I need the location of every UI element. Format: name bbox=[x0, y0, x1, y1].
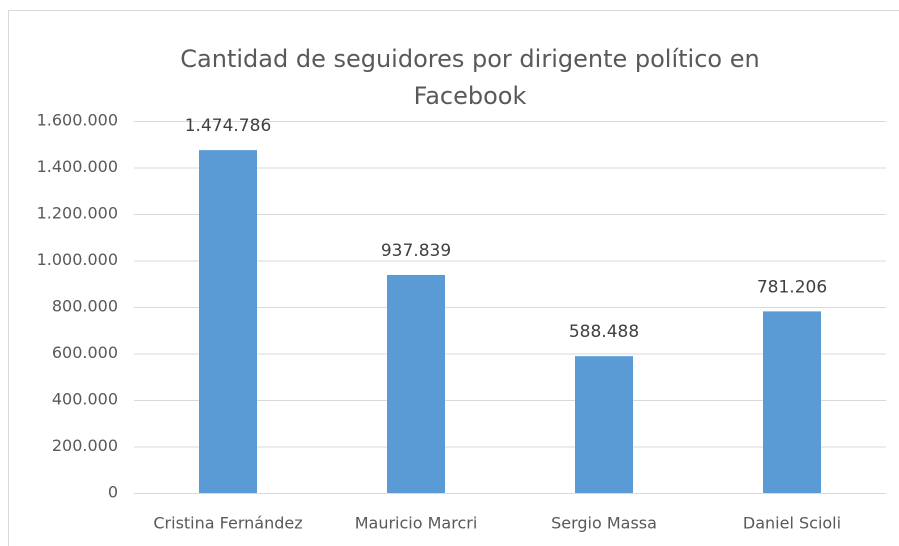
x-tick-label: Cristina Fernández bbox=[153, 514, 302, 533]
y-tick-label: 400.000 bbox=[52, 390, 118, 409]
chart-border bbox=[8, 10, 899, 546]
data-label: 937.839 bbox=[381, 241, 451, 261]
y-tick-label: 200.000 bbox=[52, 436, 118, 455]
bar bbox=[575, 356, 633, 493]
y-tick-label: 1.600.000 bbox=[37, 111, 118, 130]
bar bbox=[763, 311, 821, 493]
data-label: 781.206 bbox=[757, 277, 827, 297]
x-tick-label: Daniel Scioli bbox=[743, 514, 841, 533]
y-tick-label: 800.000 bbox=[52, 297, 118, 316]
y-tick-label: 600.000 bbox=[52, 343, 118, 362]
bar bbox=[199, 150, 257, 494]
data-label: 588.488 bbox=[569, 322, 639, 342]
y-tick-label: 1.200.000 bbox=[37, 204, 118, 223]
y-tick-label: 0 bbox=[108, 483, 118, 502]
x-tick-label: Sergio Massa bbox=[551, 514, 657, 533]
bar bbox=[387, 274, 445, 493]
y-tick-label: 1.400.000 bbox=[37, 157, 118, 176]
chart-title: Cantidad de seguidores por dirigente pol… bbox=[180, 45, 760, 110]
data-label: 1.474.786 bbox=[185, 116, 272, 136]
x-tick-label: Mauricio Marcri bbox=[355, 514, 478, 533]
y-tick-label: 1.000.000 bbox=[37, 250, 118, 269]
